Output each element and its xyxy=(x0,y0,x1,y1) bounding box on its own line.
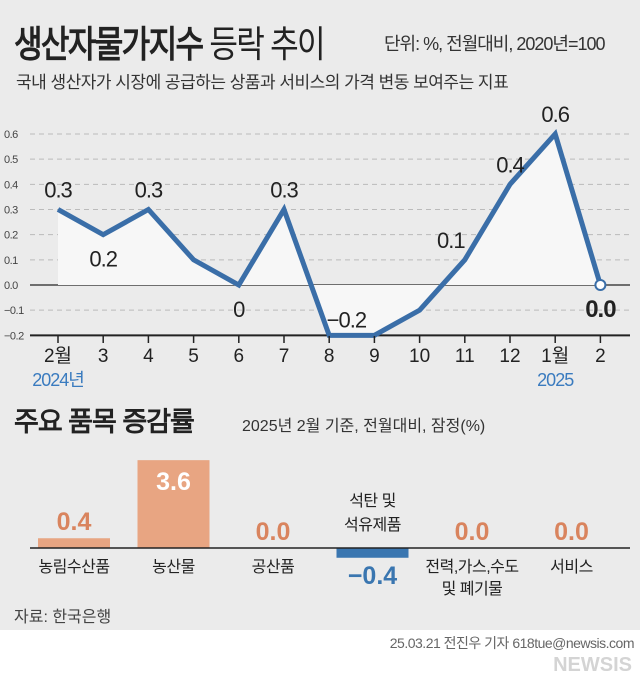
source: 자료: 한국은행 xyxy=(14,609,112,626)
x-tick-label: 1월 xyxy=(541,345,569,367)
title-light: 등락 추이 xyxy=(209,24,325,65)
bar-category-label: 및 폐기물 xyxy=(442,580,503,598)
data-label: 0.3 xyxy=(135,177,163,202)
bar-value-label: 0.0 xyxy=(256,518,291,546)
bar-value-label: −0.4 xyxy=(348,562,397,590)
y-tick-label: 0.3 xyxy=(4,204,18,216)
x-tick-label: 7 xyxy=(279,346,290,367)
y-tick-label: 0.0 xyxy=(4,280,18,292)
page-title: 생산자물가지수 등락 추이 xyxy=(14,14,326,68)
bar-category-label: 석탄 및 xyxy=(349,492,396,510)
y-tick-label: 0.4 xyxy=(4,179,18,191)
y-tick-label: 0.5 xyxy=(4,154,18,166)
credit: 25.03.21 전진우 기자 618tue@newsis.com xyxy=(389,635,635,651)
data-label: 0.2 xyxy=(89,247,117,272)
x-tick-label: 5 xyxy=(188,346,199,367)
bar-category-label: 농림수산품 xyxy=(38,558,109,576)
bar xyxy=(137,460,210,548)
bar-category-label: 전력,가스,수도 xyxy=(425,558,518,576)
watermark-logo: NEWSIS xyxy=(553,654,632,674)
x-tick-label: 8 xyxy=(324,346,335,367)
bar-chart-subtitle: 2025년 2월 기준, 전월대비, 잠정(%) xyxy=(242,418,486,435)
y-tick-label: 0.1 xyxy=(4,255,18,267)
bar xyxy=(336,548,409,558)
bar-category-label: 공산품 xyxy=(252,558,295,576)
data-label: 0.0 xyxy=(585,296,616,323)
data-label: −0.2 xyxy=(327,307,367,332)
bar-chart-title: 주요 품목 증감률 xyxy=(14,407,195,437)
y-tick-label: 0.6 xyxy=(4,129,18,141)
x-tick-label: 9 xyxy=(369,346,380,367)
y-tick-label: −0.2 xyxy=(4,330,24,342)
bar-category-label: 석유제품 xyxy=(344,516,401,534)
data-label: 0 xyxy=(233,297,245,322)
x-tick-label: 3 xyxy=(98,346,109,367)
title-bold: 생산자물가지수 xyxy=(14,24,204,65)
line-area xyxy=(58,133,601,336)
bar-value-label: 3.6 xyxy=(156,468,191,496)
bar-value-label: 0.0 xyxy=(554,518,589,546)
x-tick-label: 4 xyxy=(143,346,154,367)
series-line xyxy=(56,128,603,338)
bar-category-label: 서비스 xyxy=(550,558,593,576)
x-tick-label: 6 xyxy=(234,346,245,367)
bar-value-label: 0.0 xyxy=(455,518,490,546)
x-tick-label: 11 xyxy=(455,346,475,367)
bar-value-label: 0.4 xyxy=(57,508,92,536)
unit-note: 단위: %, 전월대비, 2020년=100 xyxy=(384,34,606,54)
data-label: 0.3 xyxy=(44,177,72,202)
data-label: 0.1 xyxy=(437,228,465,253)
x-tick-label: 12 xyxy=(499,346,520,367)
x-tick-label: 2월 xyxy=(44,345,72,367)
last-point-marker xyxy=(594,279,607,291)
bar-category-label: 농산물 xyxy=(152,558,195,576)
x-tick-label: 2 xyxy=(595,346,606,367)
year-label: 2025 xyxy=(537,370,574,390)
y-tick-label: −0.1 xyxy=(4,305,24,317)
x-tick-label: 10 xyxy=(409,346,430,367)
bar xyxy=(38,538,110,548)
data-label: 0.4 xyxy=(496,152,524,177)
data-label: 0.3 xyxy=(270,177,298,202)
subtitle: 국내 생산자가 시장에 공급하는 상품과 서비스의 가격 변동 보여주는 지표 xyxy=(16,73,509,92)
data-label: 0.6 xyxy=(541,102,569,127)
y-tick-label: 0.2 xyxy=(4,230,18,242)
year-label: 2024년 xyxy=(32,370,84,390)
